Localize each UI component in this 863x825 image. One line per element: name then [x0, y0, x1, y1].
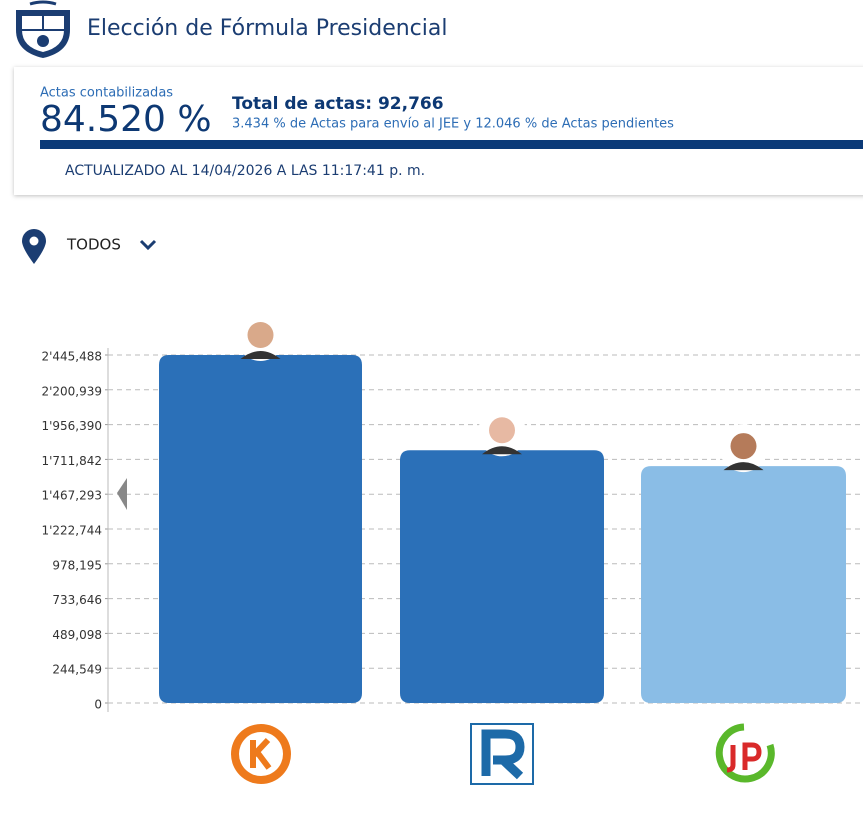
- progress-bar: [40, 140, 863, 149]
- dropdown-chevron[interactable]: [139, 239, 157, 251]
- filter-label[interactable]: TODOS: [66, 236, 121, 254]
- actas-label: Actas contabilizadas: [40, 86, 173, 101]
- candidate-body: [240, 351, 281, 359]
- y-tick-label: 1'711,842: [41, 454, 102, 468]
- page-title: Elección de Fórmula Presidencial: [87, 16, 448, 41]
- y-tick-label: 733,646: [52, 593, 102, 607]
- logo-2: [470, 723, 534, 785]
- actas-percent: 84.520 %: [40, 99, 212, 140]
- y-tick-label: 2'445,488: [41, 350, 102, 364]
- emblem: [16, 0, 70, 58]
- bar: [400, 450, 604, 703]
- bar: [641, 466, 846, 703]
- y-tick-label: 978,195: [52, 558, 102, 572]
- actas-detail: 3.434 % de Actas para envío al JEE y 12.…: [232, 117, 674, 132]
- candidate-face: [489, 417, 515, 444]
- logo-3: [715, 723, 775, 783]
- candidate-body: [482, 446, 522, 455]
- candidate-body: [723, 462, 764, 471]
- y-tick-label: 0: [94, 698, 102, 712]
- y-tick-label: 2'200,939: [41, 384, 102, 398]
- candidate-face: [247, 322, 274, 348]
- logo-1: [231, 724, 291, 784]
- y-tick-label: 244,549: [52, 663, 102, 677]
- candidate-face: [730, 433, 757, 460]
- location-pin: [22, 229, 46, 264]
- y-tick-label: 1'222,744: [41, 524, 102, 538]
- bar: [159, 355, 362, 703]
- y-tick-label: 1'956,390: [41, 419, 102, 433]
- y-tick-label: 489,098: [52, 628, 102, 642]
- updated: ACTUALIZADO AL 14/04/2026 A LAS 11:17:41…: [65, 163, 425, 179]
- chart: 0 244,549 489,098 733,646 978,195 1'222,744 1'…: [41, 313, 863, 712]
- y-tick-label: 1'467,293: [41, 489, 102, 503]
- summary-card: [14, 67, 863, 195]
- axis-pointer: [117, 478, 127, 510]
- total-actas: Total de actas: 92,766: [232, 94, 444, 114]
